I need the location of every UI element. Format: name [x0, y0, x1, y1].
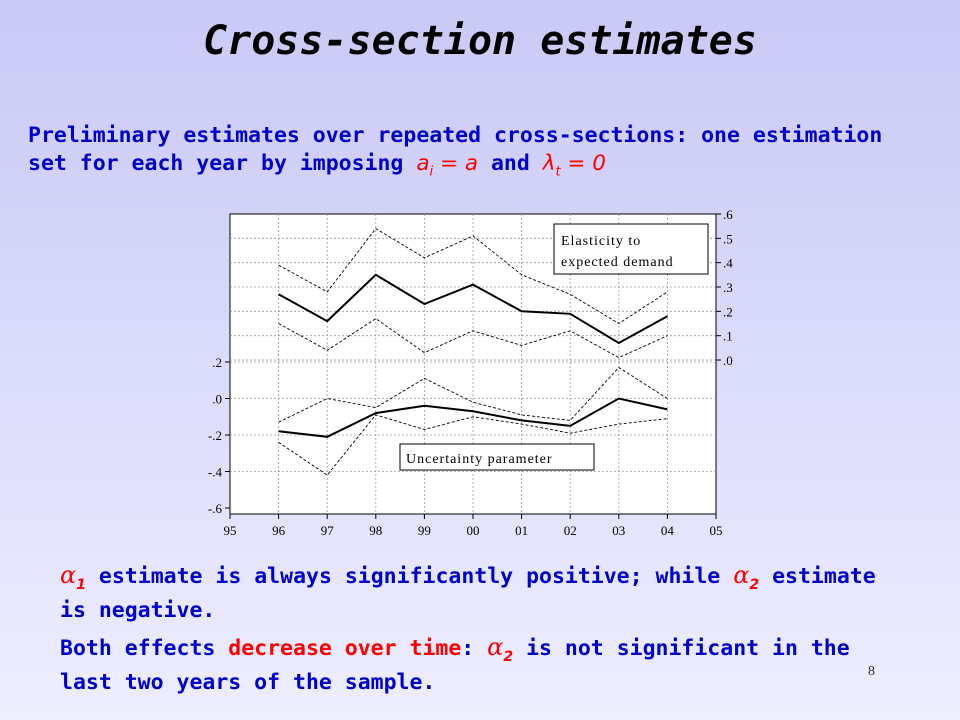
tick-label-x: 01: [515, 523, 528, 538]
tick-label-left: -.6: [208, 501, 223, 516]
tick-label-x: 05: [710, 523, 723, 538]
tick-label-left: -.4: [208, 465, 223, 480]
intro-formula: ai = a: [416, 151, 479, 180]
legend-box-uncertainty: Uncertainty parameter: [399, 443, 595, 471]
axes-layer: .6 .5 .4 .3 .2 .1 .0 .2 .0 -.2 -.4 -.695 96 97 98 99 00 0…: [208, 207, 733, 538]
tick-label-right: .5: [723, 231, 733, 246]
uncertainty-upper-band: [278, 366, 668, 423]
tick-label-right: .3: [723, 280, 733, 295]
note-decrease: Both effects decrease over time: α2 is n…: [60, 633, 850, 695]
alpha2-symbol: α2: [733, 561, 760, 593]
slide-title: Cross-section estimates: [203, 18, 757, 64]
uncertainty-estimate-line: [278, 397, 668, 438]
tick-label-right: .0: [723, 353, 733, 368]
highlight-decrease: decrease over time: [228, 636, 462, 661]
tick-label-x: 98: [369, 523, 382, 538]
alpha1-symbol: α1: [60, 561, 86, 593]
page-number: 8: [868, 664, 875, 679]
estimates-chart: .6 .5 .4 .3 .2 .1 .0 .2 .0 -.2 -.4 -.695 96 97 98 99 00 0…: [208, 207, 733, 538]
tick-label-right: .6: [723, 207, 733, 222]
intro-formula-2: λt = 0: [542, 151, 606, 180]
uncertainty-lower-band: [278, 414, 668, 476]
tick-label-x: 02: [564, 523, 577, 538]
alpha2-symbol-note2: α2: [487, 633, 514, 665]
intro-and: and: [478, 151, 543, 176]
elasticity-upper-band: [278, 228, 668, 325]
tick-label-x: 95: [224, 523, 237, 538]
tick-label-x: 00: [467, 523, 480, 538]
tick-label-left: .0: [212, 392, 222, 407]
legend-box-elasticity: Elasticity to expected demand: [553, 223, 709, 275]
tick-label-x: 97: [321, 523, 335, 538]
label-elasticity-line1: Elasticity to: [561, 234, 641, 249]
tick-label-right: .1: [723, 329, 733, 344]
tick-label-x: 03: [612, 523, 625, 538]
series-layer: [278, 228, 668, 476]
tick-label-x: 04: [661, 523, 675, 538]
tick-label-right: .2: [723, 304, 733, 319]
note-alpha1: α1 estimate is always significantly posi…: [60, 561, 876, 623]
tick-label-right: .4: [723, 256, 733, 271]
tick-label-x: 99: [418, 523, 431, 538]
elasticity-lower-band: [278, 318, 668, 359]
tick-label-left: .2: [212, 355, 222, 370]
intro-paragraph: Preliminary estimates over repeated cros…: [28, 122, 928, 186]
label-elasticity-line2: expected demand: [561, 255, 674, 270]
tick-label-x: 96: [272, 523, 286, 538]
label-uncertainty: Uncertainty parameter: [406, 452, 553, 467]
elasticity-estimate-line: [278, 273, 668, 345]
intro-text: Preliminary estimates over repeated cros…: [28, 123, 883, 176]
tick-label-left: -.2: [208, 428, 222, 443]
